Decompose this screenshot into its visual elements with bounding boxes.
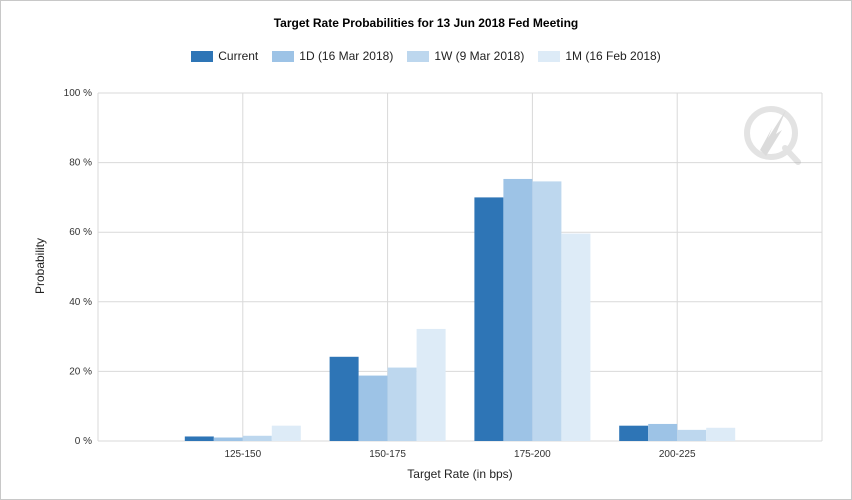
bar-150-175-0[interactable] — [329, 356, 359, 441]
x-axis-label: Target Rate (in bps) — [407, 467, 512, 481]
bar-200-225-3[interactable] — [706, 427, 736, 441]
bar-125-150-2[interactable] — [242, 435, 272, 441]
legend-swatch-current — [191, 50, 214, 62]
legend-label-current: Current — [218, 49, 259, 63]
bar-200-225-2[interactable] — [677, 429, 707, 441]
legend-label-1m: 1M (16 Feb 2018) — [565, 49, 661, 63]
legend-item-current[interactable]: Current — [191, 49, 258, 63]
bar-125-150-0[interactable] — [184, 436, 214, 441]
chart-title: Target Rate Probabilities for 13 Jun 201… — [273, 16, 579, 30]
y-tick-label: 40 % — [69, 297, 92, 308]
bar-150-175-2[interactable] — [387, 367, 417, 441]
bar-125-150-3[interactable] — [271, 425, 301, 441]
y-tick-label: 80 % — [69, 158, 92, 169]
bar-150-175-3[interactable] — [416, 328, 446, 441]
legend-swatch-1w — [407, 50, 430, 62]
y-tick-label: 20 % — [69, 366, 92, 377]
bar-200-225-1[interactable] — [648, 423, 678, 441]
y-tick-label: 60 % — [69, 227, 92, 238]
chart-grid — [97, 92, 823, 442]
x-tick-label: 125-150 — [224, 449, 261, 460]
x-tick-label: 175-200 — [514, 449, 551, 460]
chart-legend: Current 1D (16 Mar 2018) 1W (9 Mar 2018)… — [0, 49, 852, 63]
bar-175-200-3[interactable] — [561, 233, 591, 441]
x-axis-ticks: 125-150 150-175 175-200 200-225 — [224, 449, 696, 460]
x-tick-label: 150-175 — [369, 449, 406, 460]
bar-150-175-1[interactable] — [358, 375, 388, 441]
chart-bars — [184, 178, 736, 441]
y-tick-label: 100 % — [64, 88, 92, 99]
bar-125-150-1[interactable] — [213, 437, 243, 441]
legend-swatch-1d — [272, 50, 295, 62]
legend-label-1w: 1W (9 Mar 2018) — [434, 49, 525, 63]
legend-item-1d[interactable]: 1D (16 Mar 2018) — [272, 49, 393, 63]
bar-175-200-2[interactable] — [532, 181, 562, 441]
x-tick-label: 200-225 — [659, 449, 696, 460]
y-tick-label: 0 % — [75, 436, 92, 447]
legend-label-1d: 1D (16 Mar 2018) — [299, 49, 394, 63]
y-axis-ticks: 0 % 20 % 40 % 60 % 80 % 100 % — [64, 88, 92, 447]
y-axis-label: Probability — [33, 238, 47, 294]
bar-175-200-0[interactable] — [474, 197, 504, 441]
legend-item-1m[interactable]: 1M (16 Feb 2018) — [538, 49, 661, 63]
bar-200-225-0[interactable] — [619, 425, 649, 441]
watermark-logo-icon — [744, 106, 801, 165]
bar-175-200-1[interactable] — [503, 178, 533, 441]
legend-item-1w[interactable]: 1W (9 Mar 2018) — [407, 49, 524, 63]
legend-swatch-1m — [538, 50, 561, 62]
